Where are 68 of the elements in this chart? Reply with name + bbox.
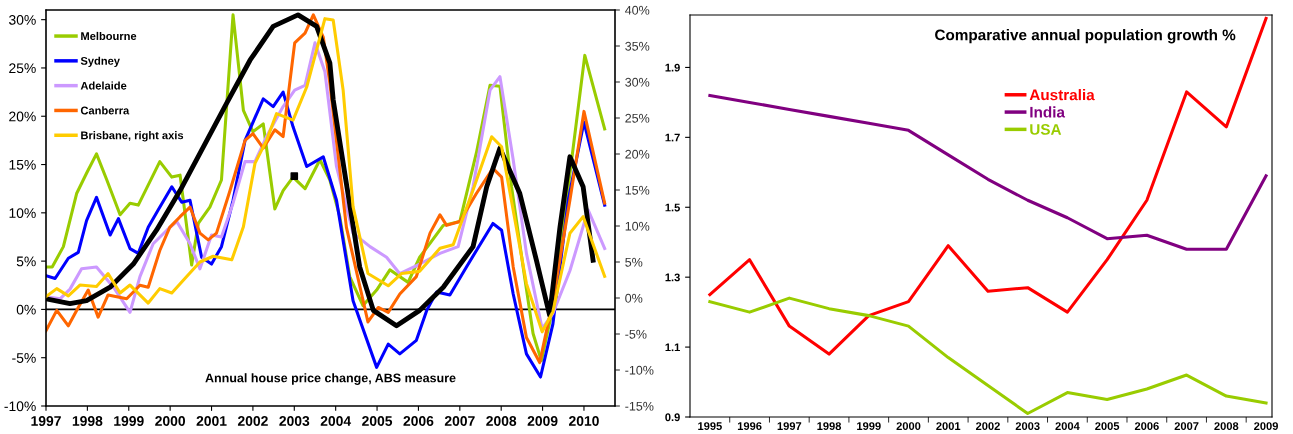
x-tick-label: 2000 bbox=[896, 422, 921, 431]
x-tick-label: 2004 bbox=[1055, 422, 1080, 431]
y-tick-label: 10% bbox=[9, 208, 36, 218]
legend-label: India bbox=[1030, 106, 1066, 118]
x-tick-label: 1999 bbox=[857, 422, 881, 431]
x-tick-label: 1999 bbox=[114, 416, 144, 426]
x-tick-label: 2003 bbox=[1015, 422, 1040, 431]
x-tick-label: 2006 bbox=[403, 416, 434, 426]
line-series bbox=[708, 296, 1268, 416]
legend-label: Melbourne bbox=[81, 31, 137, 41]
x-tick-label: 2008 bbox=[1214, 422, 1239, 431]
x-tick-label: 1998 bbox=[817, 422, 842, 431]
y2-tick-label: 25% bbox=[625, 113, 650, 123]
y-tick-label: 15% bbox=[9, 159, 36, 170]
x-tick-label: 1997 bbox=[31, 416, 61, 426]
y2-tick-label: 30% bbox=[625, 77, 650, 87]
legend-label: Australia bbox=[1029, 89, 1095, 101]
y-tick-label: 0% bbox=[16, 304, 36, 315]
y2-tick-label: 15% bbox=[625, 185, 650, 195]
x-tick-label: 2005 bbox=[362, 416, 393, 426]
x-tick-label: 2009 bbox=[527, 416, 558, 426]
y2-tick-label: -10% bbox=[625, 365, 654, 375]
y-tick-label: -5% bbox=[12, 353, 36, 363]
legend-label: Brisbane, right axis bbox=[81, 131, 184, 142]
text: Comparative annual population growth % bbox=[935, 29, 1236, 44]
x-tick-label: 2003 bbox=[279, 416, 310, 426]
x-tick-label: 2002 bbox=[975, 422, 1000, 431]
y-tick-label: 30% bbox=[9, 14, 36, 25]
x-tick-label: 2001 bbox=[196, 416, 227, 426]
y-tick-label: 20% bbox=[9, 111, 36, 122]
y2-tick-label: 20% bbox=[625, 149, 650, 159]
annotation: Annual house price change, ABS measure bbox=[205, 373, 456, 385]
x-tick-label: 1997 bbox=[777, 422, 802, 431]
y-tick-label: 1.5 bbox=[665, 203, 680, 212]
x-tick-label: 2000 bbox=[155, 416, 186, 426]
x-tick-label: 2009 bbox=[1254, 422, 1278, 431]
x-tick-label: 2006 bbox=[1134, 422, 1159, 431]
y2-tick-label: 40% bbox=[625, 5, 650, 15]
x-tick-label: 2001 bbox=[936, 422, 961, 431]
x-tick-label: 2007 bbox=[1174, 422, 1199, 431]
x-tick-label: 2005 bbox=[1095, 422, 1120, 431]
y-tick-label: 1.3 bbox=[665, 273, 680, 282]
y2-tick-label: -5% bbox=[625, 329, 647, 339]
x-tick-label: 2002 bbox=[237, 416, 268, 426]
legend-label: Canberra bbox=[80, 106, 130, 115]
x-tick-label: 2010 bbox=[569, 416, 599, 426]
y2-tick-label: -15% bbox=[625, 401, 654, 411]
x-tick-label: 1995 bbox=[698, 422, 722, 431]
y-tick-label: 1.1 bbox=[665, 343, 680, 352]
line-series bbox=[708, 16, 1268, 356]
legend-label: USA bbox=[1030, 124, 1062, 135]
y-tick-label: 1.7 bbox=[665, 133, 680, 142]
y-tick-label: 5% bbox=[16, 256, 36, 267]
x-tick-label: 2004 bbox=[320, 416, 352, 426]
y-tick-label: -10% bbox=[4, 401, 36, 412]
y-tick-label: 0.9 bbox=[665, 413, 680, 422]
y2-tick-label: 5% bbox=[625, 257, 643, 267]
y-tick-label: 25% bbox=[9, 63, 36, 74]
y2-tick-label: 35% bbox=[625, 41, 650, 51]
legend-label: Adelaide bbox=[80, 81, 127, 90]
y2-tick-label: 0% bbox=[625, 293, 643, 303]
x-tick-label: 2008 bbox=[486, 416, 517, 426]
x-tick-label: 1996 bbox=[737, 422, 762, 431]
x-tick-label: 1998 bbox=[72, 416, 103, 426]
y-tick-label: 1.9 bbox=[665, 63, 680, 72]
y2-tick-label: 10% bbox=[625, 221, 650, 231]
x-tick-label: 2007 bbox=[444, 416, 475, 426]
legend-label: Sydney bbox=[80, 56, 120, 68]
